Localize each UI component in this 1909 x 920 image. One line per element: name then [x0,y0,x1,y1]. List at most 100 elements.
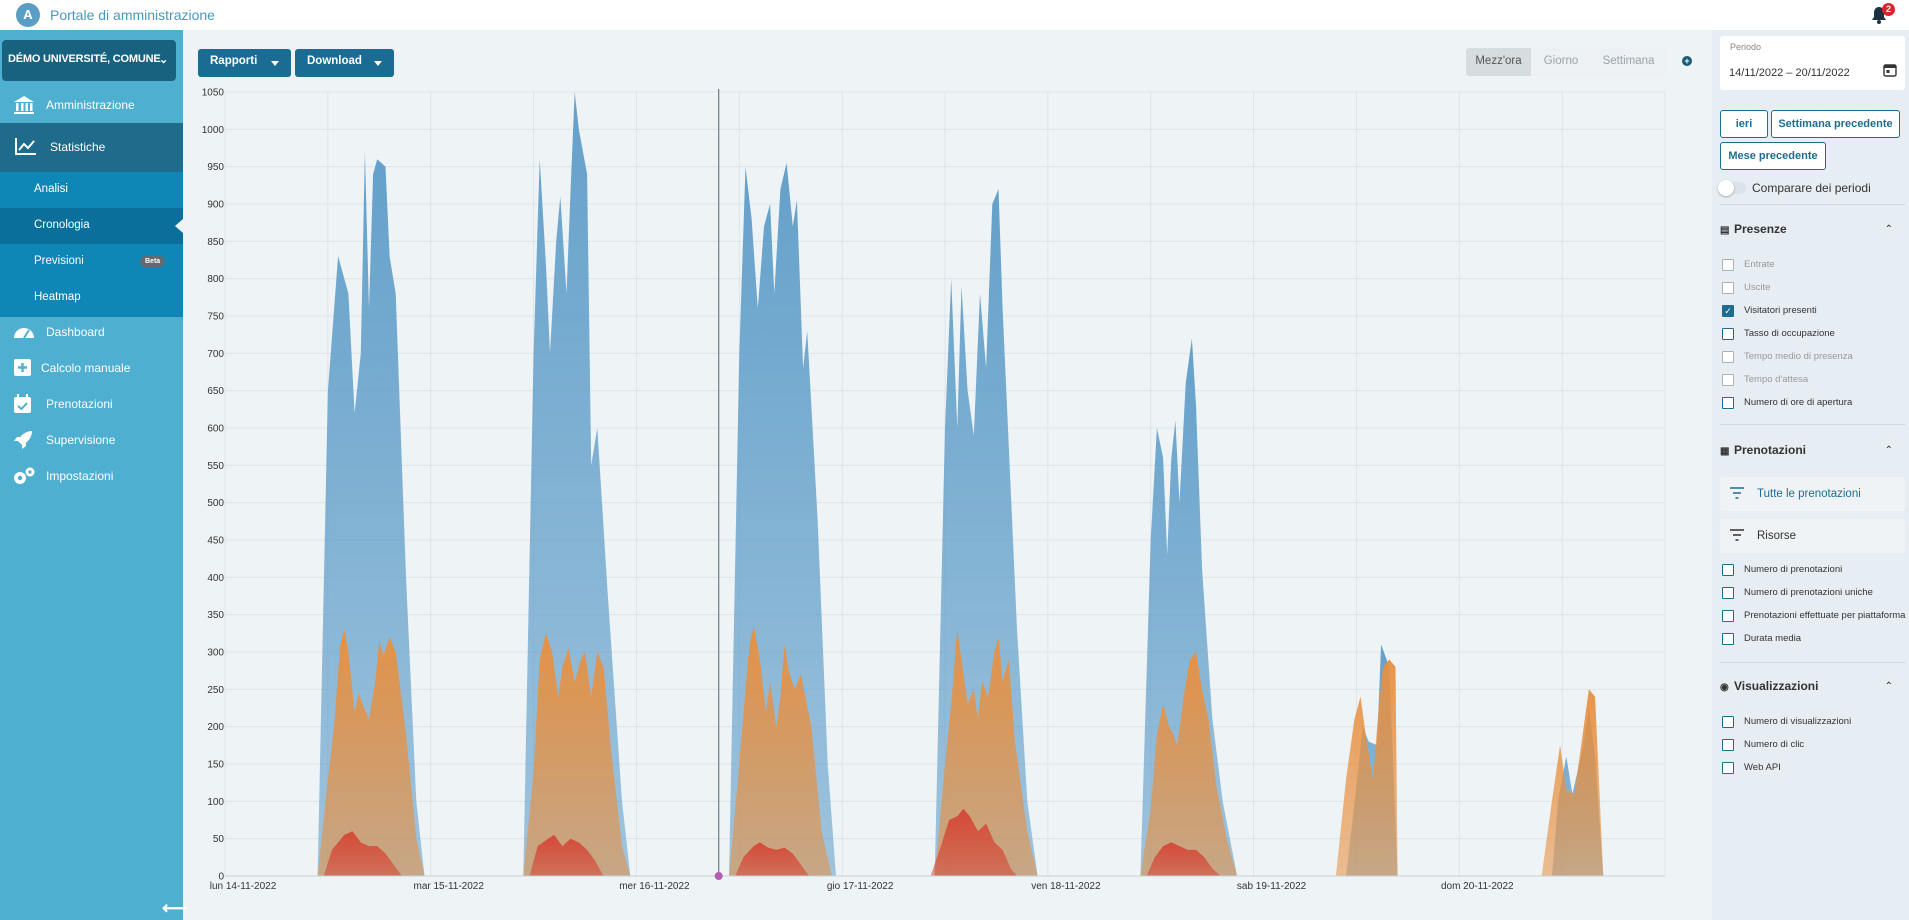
y-tick-label: 900 [207,200,224,211]
presenze-section-header[interactable]: ▤ Presenze [1720,222,1787,236]
app-logo[interactable]: A [16,3,40,27]
quick-ieri-button[interactable]: ieri [1720,110,1768,138]
x-tick-label: ven 18-11-2022 [1031,881,1101,892]
checkbox-box[interactable] [1722,351,1734,363]
quick-mese-precedente-button[interactable]: Mese precedente [1720,142,1826,170]
chevron-up-icon[interactable]: ⌃ [1884,445,1893,456]
x-tick-label: lun 14-11-2022 [210,881,277,892]
checkbox-box[interactable] [1722,762,1734,774]
sidebar-item-prenotazioni[interactable]: Prenotazioni [0,386,183,422]
y-tick-label: 450 [207,536,224,547]
sidebar-item-dashboard[interactable]: Dashboard [0,314,183,350]
compare-periods-label: Comparare dei periodi [1752,181,1871,195]
plus-circle-icon[interactable]: + [1682,56,1692,66]
subnav-item-label: Previsioni [34,255,84,267]
series-orange-area [523,633,631,876]
granularity-selector: Mezz'ora Giorno Settimana [1466,48,1666,76]
checkbox-label: Tempo medio di presenza [1744,351,1853,362]
hover-cursor-dot [714,872,723,880]
divider [1720,204,1905,205]
app-title[interactable]: Portale di amministrazione [50,7,215,23]
section-title: Visualizzazioni [1734,679,1819,693]
subnav-item-previsioni[interactable]: Previsioni Beta [0,244,183,280]
visualizzazioni-section-header[interactable]: ◉ Visualizzazioni [1720,679,1818,693]
y-tick-label: 950 [207,162,224,173]
checkbox-box[interactable] [1722,259,1734,271]
checkbox-label: Numero di prenotazioni [1744,564,1843,575]
checkmark-icon[interactable]: ✓ [1722,305,1734,317]
granularity-mezzora[interactable]: Mezz'ora [1466,48,1531,76]
sidebar-item-calcolo-manuale[interactable]: Calcolo manuale [0,350,183,386]
checkbox-label: Visitatori presenti [1744,305,1817,316]
y-tick-label: 350 [207,610,224,621]
granularity-giorno[interactable]: Giorno [1531,48,1591,76]
section-title: Prenotazioni [1734,443,1807,457]
checkbox-box[interactable] [1722,610,1734,622]
beta-badge: Beta [140,256,166,267]
sidebar-item-statistiche[interactable]: Statistiche [0,123,183,172]
filter-icon [1730,487,1744,499]
checkbox-label: Numero di ore di apertura [1744,397,1853,408]
visitors-area-chart: 0 50 100 150 200 250 300 350 400 450 500 550 600 650 7… [202,88,1666,892]
y-tick-label: 500 [207,498,224,509]
y-tick-label: 0 [218,872,224,883]
subnav-item-cronologia[interactable]: Cronologia [0,208,183,244]
filter-risorse[interactable]: Risorse [1720,519,1905,553]
collapse-sidebar-icon[interactable]: ⟵ [162,898,188,918]
checkbox-box[interactable] [1722,328,1734,340]
y-tick-label: 100 [207,797,224,808]
x-tick-label: mer 16-11-2022 [619,881,690,892]
subnav-item-heatmap[interactable]: Heatmap [0,280,183,316]
checkbox-box[interactable] [1722,716,1734,728]
series-red-area [930,808,1017,876]
filter-tutte-prenotazioni[interactable]: Tutte le prenotazioni [1720,477,1905,511]
checkbox-box[interactable] [1722,633,1734,645]
subnav-item-analisi[interactable]: Analisi [0,172,183,208]
checkbox-box[interactable] [1722,739,1734,751]
prenotazioni-section-header[interactable]: ▦ Prenotazioni [1720,443,1806,457]
org-selector[interactable]: DÉMO UNIVERSITÉ, COMUNE ⌄ [2,40,176,81]
caret-down-icon [271,61,279,66]
rapporti-dropdown-button[interactable]: Rapporti [198,49,291,77]
checkbox-label: Tasso di occupazione [1744,328,1835,339]
quick-settimana-precedente-button[interactable]: Settimana precedente [1771,110,1900,138]
sidebar-item-amministrazione[interactable]: Amministrazione [0,87,183,123]
checkbox-label: Prenotazioni effettuate per piattaforma [1744,610,1906,621]
y-tick-label: 400 [207,573,224,584]
rapporti-label: Rapporti [210,55,258,67]
period-picker[interactable]: Periodo 14/11/2022 – 20/11/2022 [1720,36,1905,90]
checkbox-box[interactable] [1722,587,1734,599]
compare-periods-toggle[interactable] [1718,180,1746,196]
checkbox-label: Web API [1744,762,1781,773]
chevron-up-icon[interactable]: ⌃ [1884,224,1893,235]
bar-chart-icon: ▤ [1720,225,1730,236]
sidebar-item-label: Supervisione [46,433,116,447]
x-tick-label: sab 19-11-2022 [1237,881,1307,892]
calendar-icon: ▦ [1720,446,1730,457]
download-dropdown-button[interactable]: Download [295,49,394,77]
checkbox-box[interactable] [1722,282,1734,294]
granularity-settimana[interactable]: Settimana [1591,48,1666,76]
sidebar-item-label: Impostazioni [46,469,114,483]
calendar-icon[interactable] [1883,63,1897,77]
checkbox-label: Uscite [1744,282,1771,293]
sidebar-item-impostazioni[interactable]: Impostazioni [0,458,183,494]
checkbox-box[interactable] [1722,374,1734,386]
series-orange-area [317,629,425,876]
chevron-down-icon: ⌄ [158,54,168,66]
period-value: 14/11/2022 – 20/11/2022 [1729,67,1850,79]
sidebar-item-label: Calcolo manuale [41,361,131,375]
checkbox-label: Numero di clic [1744,739,1805,750]
chevron-up-icon[interactable]: ⌃ [1884,681,1893,692]
gauge-icon [14,328,34,339]
checkbox-box[interactable] [1722,397,1734,409]
caret-down-icon [374,61,382,66]
rocket-icon [14,431,32,449]
subnav-item-label: Heatmap [34,291,81,303]
y-tick-label: 550 [207,461,224,472]
checkbox-box[interactable] [1722,564,1734,576]
y-tick-label: 600 [207,424,224,435]
y-tick-label: 650 [207,386,224,397]
sidebar-item-supervisione[interactable]: Supervisione [0,422,183,458]
series-orange-area [1335,659,1398,876]
